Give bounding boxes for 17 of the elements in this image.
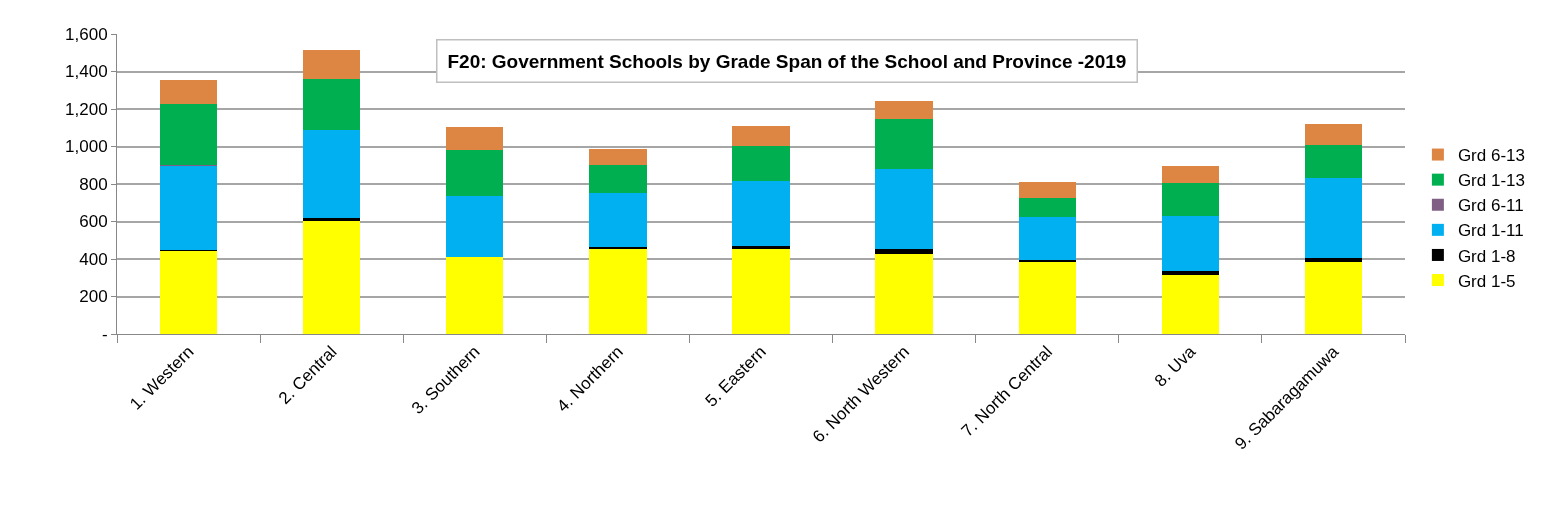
- legend-label: Grd 1-5: [1457, 271, 1516, 291]
- legend-label: Grd 1-8: [1457, 246, 1516, 266]
- y-tick-label: 1,200: [65, 99, 108, 119]
- y-tick-label: 800: [79, 174, 108, 194]
- text: F20: Government Schools by Grade Span of the School and Province -2019: [447, 50, 1127, 72]
- y-tick-label: -: [101, 324, 108, 344]
- legend-label: Grd 6-13: [1457, 146, 1525, 166]
- y-tick-label: 600: [79, 212, 108, 232]
- legend-label: Grd 6-11: [1457, 196, 1524, 216]
- y-tick-label: 1,600: [65, 24, 108, 44]
- y-tick-label: 1,400: [65, 62, 108, 82]
- y-tick-label: 400: [79, 249, 108, 269]
- x-tick-label: 8. Uva: [1150, 341, 1200, 391]
- legend-label: Grd 1-11: [1457, 221, 1524, 241]
- y-tick-label: 1,000: [65, 137, 108, 157]
- legend-label: Grd 1-13: [1457, 171, 1525, 191]
- y-tick-label: 200: [79, 287, 108, 307]
